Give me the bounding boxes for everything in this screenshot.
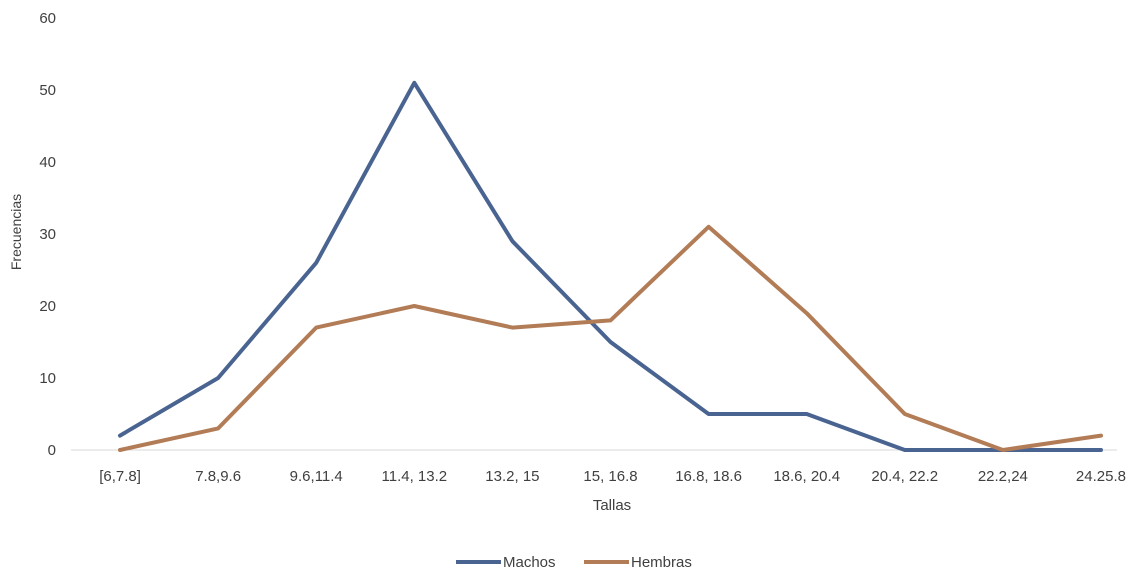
x-tick-label: 13.2, 15 [485, 468, 539, 485]
x-tick-label: 18.6, 20.4 [773, 468, 840, 485]
legend-label-hembras: Hembras [631, 554, 692, 571]
x-tick-label: 24.25.8 [1076, 468, 1126, 485]
y-axis-label: Frecuencias [8, 194, 24, 270]
x-tick-label: 20.4, 22.2 [871, 468, 938, 485]
legend-label-machos: Machos [503, 554, 556, 571]
x-tick-label: 11.4, 13.2 [382, 468, 448, 485]
y-tick-label: 40 [39, 154, 56, 171]
x-tick-label: 9.6,11.4 [290, 468, 343, 485]
y-tick-label: 60 [39, 10, 56, 27]
y-tick-label: 10 [39, 370, 56, 387]
series-lines [118, 80, 1103, 452]
y-tick-label: 0 [48, 442, 56, 459]
x-tick-label: 16.8, 18.6 [675, 468, 742, 485]
legend: Machos Hembras [456, 554, 692, 571]
x-axis-ticks: [6,7.8] 7.8,9.6 9.6,11.4 11.4, 13.2 13.2, 15… [99, 468, 1126, 485]
series-line-machos [118, 80, 1103, 452]
y-tick-label: 50 [39, 82, 56, 99]
y-tick-label: 30 [39, 226, 56, 243]
series-line-hembras [118, 224, 1103, 452]
x-tick-label: 22.2,24 [978, 468, 1028, 485]
x-tick-label: 7.8,9.6 [195, 468, 241, 485]
x-tick-label: [6,7.8] [99, 468, 141, 485]
y-axis-ticks: 0 10 20 30 40 50 60 [39, 10, 56, 459]
x-axis-label: Tallas [593, 497, 631, 514]
y-tick-label: 20 [39, 298, 56, 315]
x-tick-label: 15, 16.8 [583, 468, 637, 485]
